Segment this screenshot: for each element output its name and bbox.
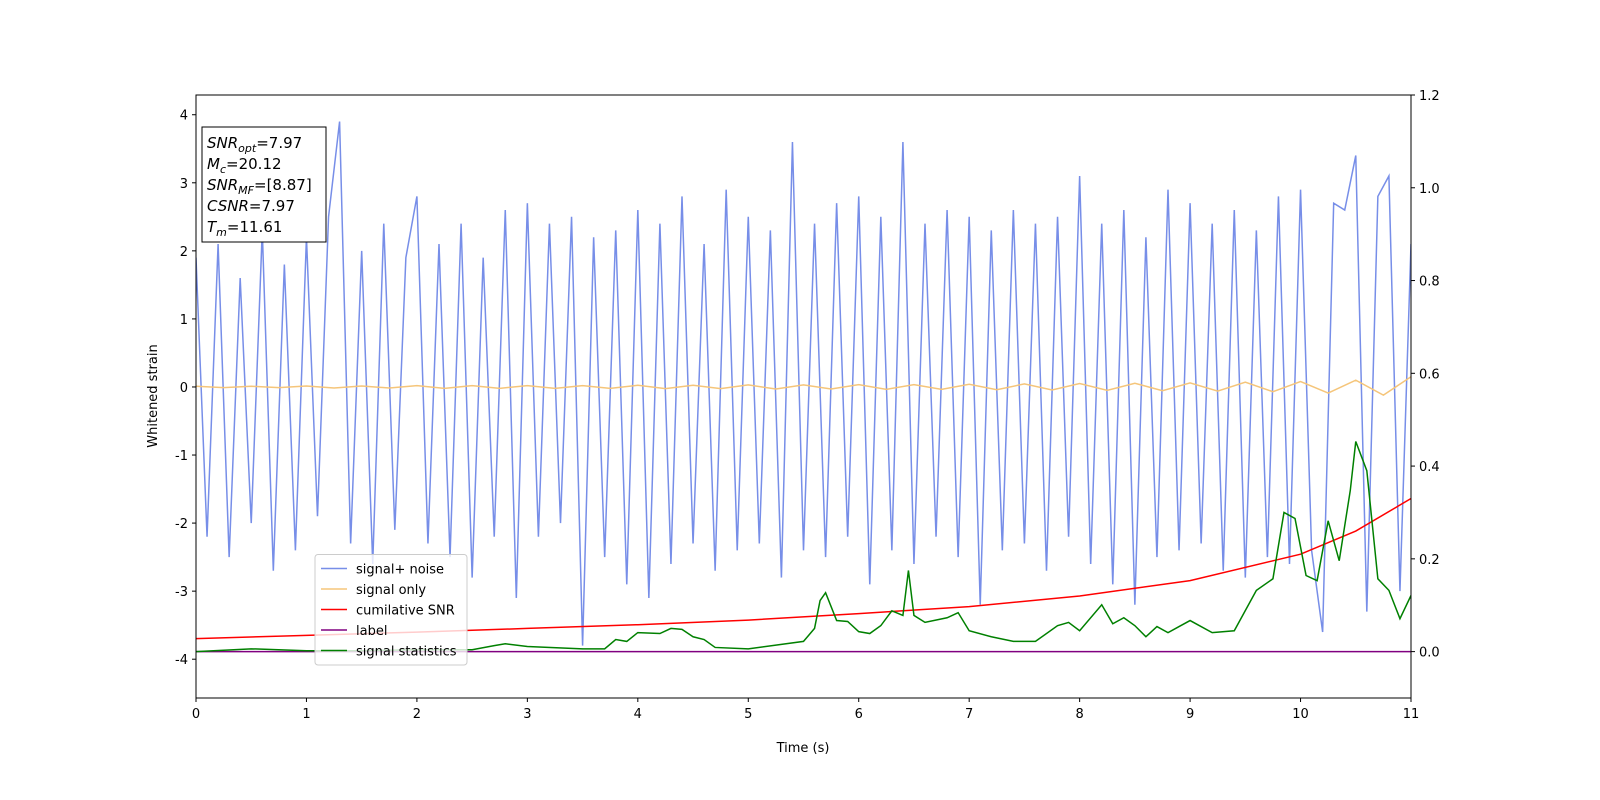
legend-label: label: [356, 624, 387, 639]
annotation-text: =7.97: [256, 134, 302, 152]
x-tick-label: 8: [1075, 707, 1083, 722]
y-tick-label: -1: [175, 449, 188, 464]
legend-label: signal only: [356, 583, 426, 598]
annotation-text: =20.12: [226, 155, 282, 173]
series-line: [196, 121, 1411, 646]
annotation-symbol: SNR: [207, 134, 238, 152]
y2-tick-label: 1.2: [1419, 89, 1440, 104]
x-tick-label: 6: [855, 707, 863, 722]
legend-label: cumilative SNR: [356, 604, 455, 619]
annotation-frame: [201, 126, 327, 243]
legend-frame: [314, 554, 468, 666]
annotation-subscript: MF: [238, 184, 254, 197]
annotation-symbol: CSNR: [207, 197, 249, 215]
annotation-box: SNRopt=7.97Mc=20.12SNRMF=[8.87]CSNR=7.97…: [201, 126, 327, 243]
y2-tick-label: 1.0: [1419, 182, 1440, 197]
y-tick-label: -4: [175, 653, 188, 668]
y-axis-label: Whitened strain: [146, 344, 161, 447]
annotation-text: =11.61: [227, 218, 283, 236]
annotation-text: =7.97: [249, 197, 295, 215]
annotation-subscript: c: [220, 163, 226, 176]
y-tick-label: 3: [180, 177, 188, 192]
annotation: Mc=20.12: [207, 155, 282, 176]
x-axis-label: Time (s): [776, 741, 830, 756]
x-tick-label: 9: [1186, 707, 1194, 722]
legend-label: signal statistics: [356, 645, 457, 660]
axes-frame: [195, 94, 1412, 699]
x-tick-label: 5: [744, 707, 752, 722]
annotation: CSNR=7.97: [207, 197, 295, 215]
series-line: [196, 376, 1411, 397]
annotation-text: =[8.87]: [254, 176, 312, 194]
annotation-subscript: opt: [238, 142, 257, 155]
annotation: SNRMF=[8.87]: [207, 176, 312, 197]
y2-tick-label: 0.6: [1419, 367, 1440, 382]
y-tick-label: -3: [175, 585, 188, 600]
annotation-symbol: SNR: [207, 176, 238, 194]
x-tick-label: 3: [523, 707, 531, 722]
legend-label: signal+ noise: [356, 563, 444, 578]
y-tick-label: 4: [180, 109, 188, 124]
x-tick-label: 11: [1403, 707, 1420, 722]
annotation: SNRopt=7.97: [207, 134, 302, 155]
annotation-symbol: M: [207, 155, 220, 173]
x-tick-label: 1: [302, 707, 310, 722]
y-tick-label: 0: [180, 381, 188, 396]
y-tick-label: -2: [175, 517, 188, 532]
y2-tick-label: 0.8: [1419, 275, 1440, 290]
y2-tick-label: 0.4: [1419, 460, 1440, 475]
x-tick-label: 2: [413, 707, 421, 722]
x-tick-label: 10: [1292, 707, 1309, 722]
legend: signal+ noise signal only cumilative SNR la…: [314, 554, 468, 666]
x-tick-label: 0: [192, 707, 200, 722]
x-tick-label: 4: [634, 707, 642, 722]
y-tick-label: 1: [180, 313, 188, 328]
annotation-symbol: T: [207, 218, 218, 236]
annotation-subscript: m: [216, 226, 227, 239]
y2-tick-label: 0.2: [1419, 553, 1440, 568]
y-tick-label: 2: [180, 245, 188, 260]
x-tick-label: 7: [965, 707, 973, 722]
annotation: Tm=11.61: [207, 218, 282, 239]
y2-tick-label: 0.0: [1419, 646, 1440, 661]
series-line: [196, 441, 1411, 653]
